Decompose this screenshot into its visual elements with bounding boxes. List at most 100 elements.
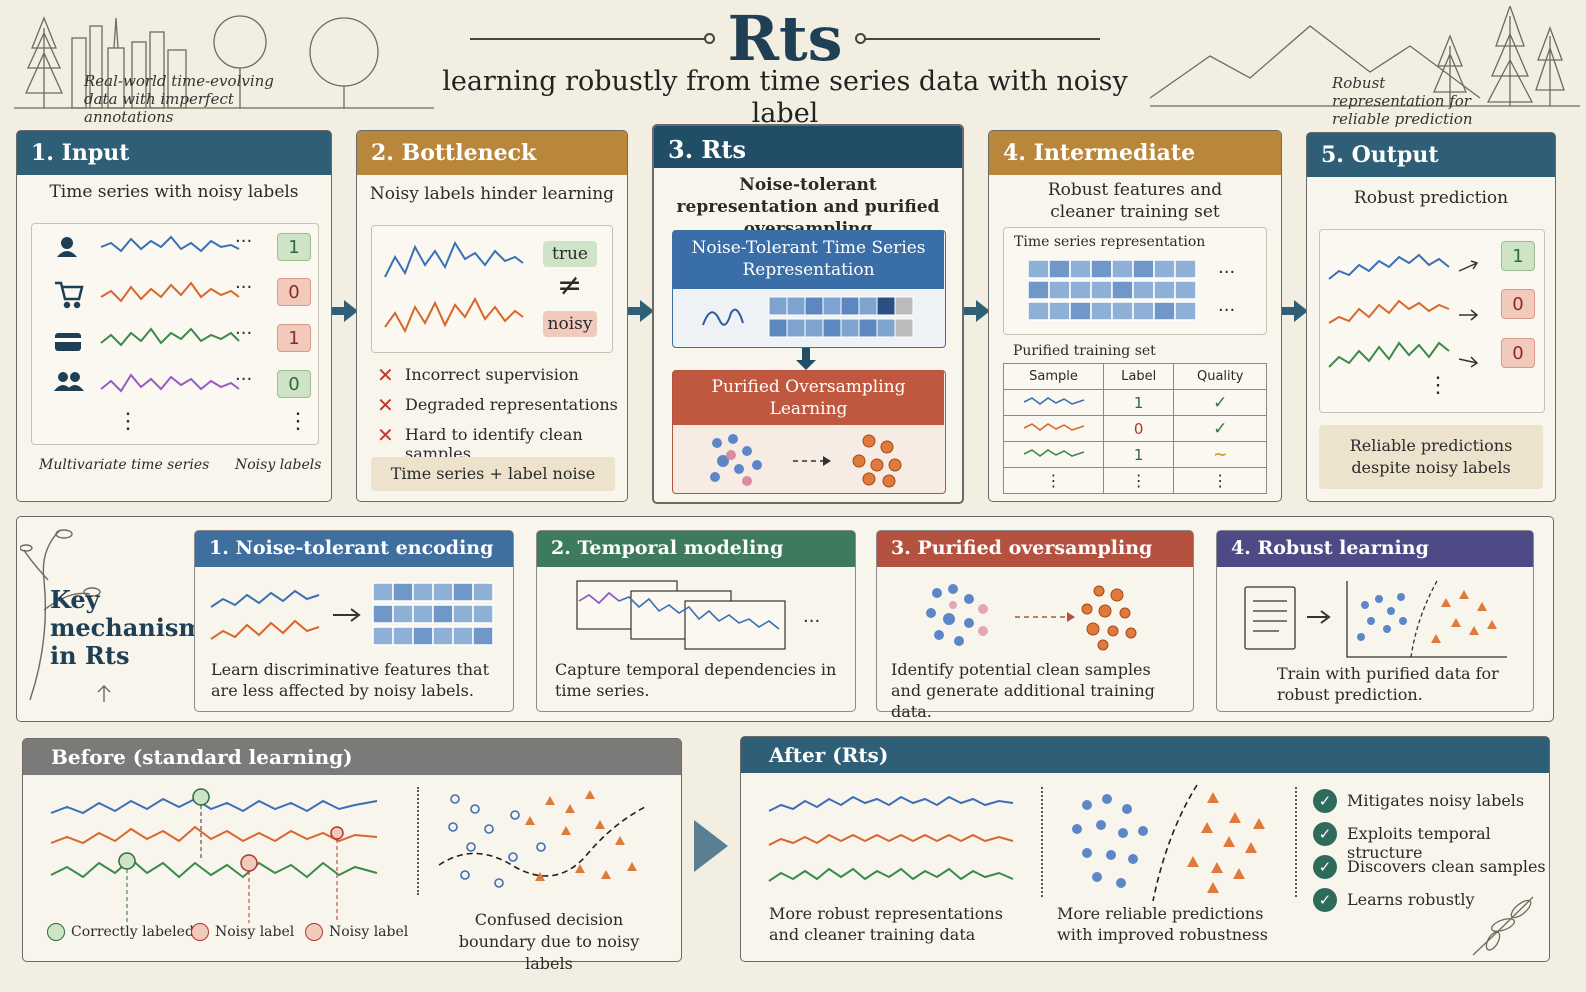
table-label-cell: 1 — [1102, 441, 1175, 468]
divider — [1295, 787, 1297, 897]
legend-label: Correctly labeled — [71, 924, 194, 940]
input-ellipsis: ··· — [235, 369, 253, 390]
legend-label: Noisy label — [329, 924, 409, 940]
input-label-badge: 0 — [277, 370, 311, 398]
input-ellipsis: ··· — [235, 231, 253, 252]
step-input-header: 1. Input — [17, 131, 331, 175]
input-series-illustration — [54, 235, 240, 393]
benefit-item: Mitigates noisy labels — [1347, 791, 1525, 810]
benefit-item: Discovers clean samples — [1347, 857, 1546, 876]
sample-sparkline — [1023, 396, 1084, 405]
representation-box: Time series representation ··· ··· — [1003, 227, 1267, 335]
legend-noisy-icon — [191, 923, 209, 941]
check-circle-icon: ✓ — [1313, 855, 1337, 879]
mechanism-header: 2. Temporal modeling — [537, 531, 855, 567]
rts-block1-title: Noise-Tolerant Time Series Representatio… — [673, 231, 944, 289]
mechanism-card-robust: 4. Robust learning Train with purified d… — [1216, 530, 1534, 712]
table-row: 0 ✓ — [1003, 415, 1267, 442]
leaf-decoration — [1472, 896, 1534, 956]
corner-right-caption: Robust representation for reliable predi… — [1332, 74, 1473, 128]
flow-arrow-icon — [332, 300, 358, 322]
quality-check-icon: ✓ — [1173, 415, 1267, 442]
rts-block2-visual — [710, 434, 902, 488]
step-intermediate-panel: 4. Intermediate Robust features and clea… — [988, 130, 1282, 502]
header-banner: Real-world time-evolving data with imper… — [0, 0, 1586, 129]
purified-training-table: Sample Label Quality 1 ✓ 0 ✓ 1 ~ ⋮ ⋮ ⋮ — [1003, 363, 1267, 494]
table-vdots: ⋮ — [1102, 467, 1175, 494]
key-mechanisms-title: Key mechanisms in Rts — [50, 585, 218, 670]
benefit-item: Learns robustly — [1347, 890, 1475, 909]
sample-sparkline — [1023, 448, 1084, 457]
legend-label: Noisy label — [215, 924, 295, 940]
rts-block-oversampling: Purified Oversampling Learning — [672, 370, 946, 494]
legend-noisy-icon — [305, 923, 323, 941]
robust-learning-visual — [1244, 580, 1507, 658]
output-footer: Reliable predictions despite noisy label… — [1319, 425, 1543, 489]
bottleneck-series — [384, 240, 524, 334]
mechanism-text: Train with purified data for robust pred… — [1277, 664, 1499, 704]
input-label-badge: 0 — [277, 278, 311, 306]
title-rule-right-dot — [855, 33, 866, 44]
table-row: ⋮ ⋮ ⋮ — [1003, 467, 1267, 494]
step-rts-caption: Noise-tolerant representation and purifi… — [676, 175, 940, 239]
representation-ellipsis: ··· — [1218, 300, 1236, 321]
mechanism-header: 3. Purified oversampling — [877, 531, 1193, 567]
divider — [417, 787, 419, 895]
output-label-badge: 1 — [1501, 241, 1535, 271]
input-vdots: ⋮ — [287, 409, 309, 434]
after-series-visual — [768, 795, 1014, 882]
before-caption: Confused decision boundary due to noisy … — [458, 910, 640, 973]
bottleneck-footer: Time series + label noise — [371, 457, 615, 491]
after-header: After (Rts) — [741, 737, 1549, 773]
group-icon — [54, 372, 84, 391]
mechanism-header: 4. Robust learning — [1217, 531, 1533, 567]
table-label-cell: 0 — [1102, 415, 1175, 442]
mechanism-text: Capture temporal dependencies in time se… — [555, 660, 837, 700]
page-title: Rts — [727, 2, 843, 75]
card-icon — [55, 333, 81, 351]
corner-left-caption: Real-world time-evolving data with imper… — [84, 72, 274, 126]
step-intermediate-header: 4. Intermediate — [989, 131, 1281, 175]
step-output-header: 5. Output — [1307, 133, 1555, 177]
check-circle-icon: ✓ — [1313, 822, 1337, 846]
input-label-badge: 1 — [277, 233, 311, 261]
input-ellipsis: ··· — [235, 323, 253, 344]
table-row: 1 ~ — [1003, 441, 1267, 468]
input-label-badge: 1 — [277, 324, 311, 352]
title-rule-right — [860, 38, 1100, 40]
rts-block-representation: Noise-Tolerant Time Series Representatio… — [672, 230, 946, 348]
title-rule-left-dot — [704, 33, 715, 44]
table-vdots: ⋮ — [1173, 467, 1267, 494]
down-arrow-icon — [802, 348, 810, 362]
encoding-visual — [210, 582, 494, 646]
landscape-right-illustration — [1150, 6, 1580, 107]
page-subtitle: learning robustly from time series data … — [442, 66, 1128, 129]
legend-correct-icon — [47, 923, 65, 941]
mechanism-text: Learn discriminative features that are l… — [211, 660, 490, 700]
issue-x-icon: ✕ — [377, 423, 394, 447]
input-foot-left: Multivariate time series — [39, 457, 210, 473]
issue-x-icon: ✕ — [377, 363, 394, 387]
title-rule-left — [470, 38, 710, 40]
step-bottleneck-caption: Noisy labels hinder learning — [369, 184, 615, 204]
output-label-badge: 0 — [1501, 289, 1535, 319]
before-header: Before (standard learning) — [23, 739, 681, 775]
oversampling-visual — [926, 584, 1137, 651]
not-equal-sign: ≠ — [557, 268, 583, 303]
divider — [1041, 787, 1043, 897]
rts-block2-title: Purified Oversampling Learning — [673, 371, 944, 425]
step-rts-header: 3. Rts — [654, 126, 962, 168]
noisy-tag: noisy — [543, 311, 597, 337]
quality-check-icon: ✓ — [1173, 389, 1267, 416]
flow-arrow-icon — [1282, 300, 1308, 322]
rts-block1-visual — [702, 296, 914, 338]
down-arrow-icon — [796, 360, 816, 370]
temporal-visual — [576, 580, 786, 650]
input-ellipsis: ··· — [235, 277, 253, 298]
purified-set-title: Purified training set — [1013, 343, 1156, 359]
flow-arrow-icon — [628, 300, 654, 322]
after-caption: More robust representations and cleaner … — [769, 904, 1003, 944]
after-caption: More reliable predictions with improved … — [1057, 904, 1268, 944]
issue-item: Incorrect supervision — [405, 365, 579, 384]
person-icon — [57, 237, 77, 257]
